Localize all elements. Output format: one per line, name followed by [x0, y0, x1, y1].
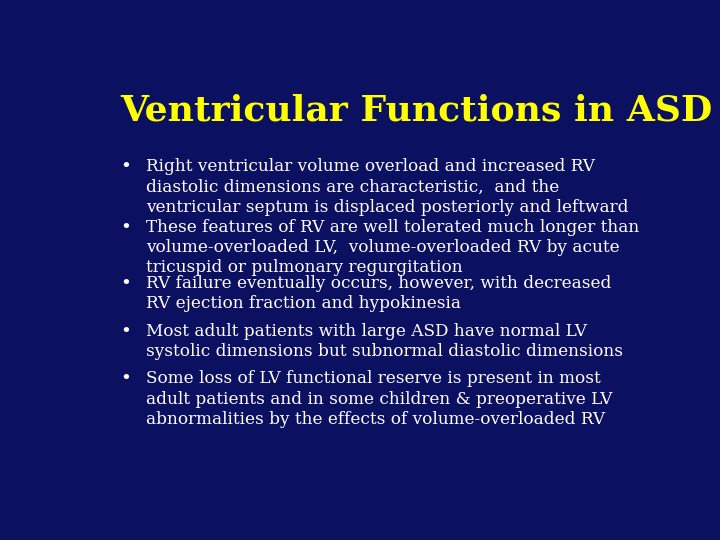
Text: Some loss of LV functional reserve is present in most
adult patients and in some: Some loss of LV functional reserve is pr…: [145, 370, 612, 428]
Text: •: •: [121, 158, 132, 177]
Text: Ventricular Functions in ASD: Ventricular Functions in ASD: [121, 94, 713, 128]
Text: RV failure eventually occurs, however, with decreased
RV ejection fraction and h: RV failure eventually occurs, however, w…: [145, 275, 611, 312]
Text: •: •: [121, 370, 132, 388]
Text: •: •: [121, 322, 132, 341]
Text: Right ventricular volume overload and increased RV
diastolic dimensions are char: Right ventricular volume overload and in…: [145, 158, 629, 216]
Text: •: •: [121, 275, 132, 293]
Text: These features of RV are well tolerated much longer than
volume-overloaded LV,  : These features of RV are well tolerated …: [145, 219, 639, 276]
Text: •: •: [121, 219, 132, 237]
Text: Most adult patients with large ASD have normal LV
systolic dimensions but subnor: Most adult patients with large ASD have …: [145, 322, 623, 360]
